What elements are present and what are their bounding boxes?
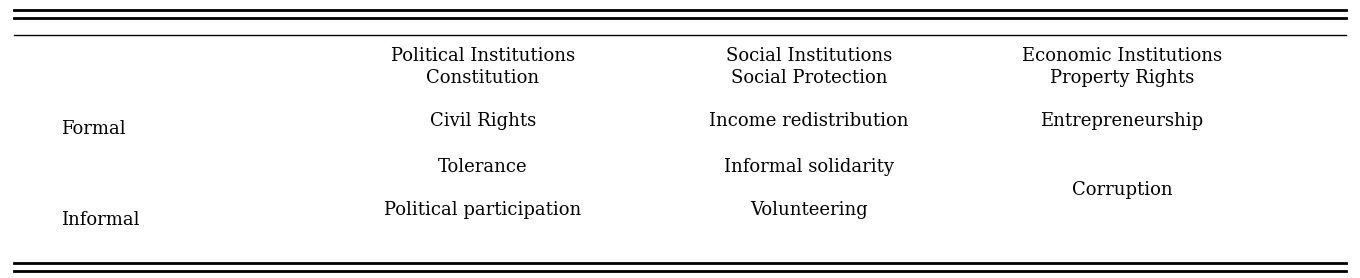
Text: Entrepreneurship: Entrepreneurship <box>1040 112 1204 130</box>
Text: Social Institutions: Social Institutions <box>726 47 892 64</box>
Text: Tolerance: Tolerance <box>438 158 528 176</box>
Text: Political participation: Political participation <box>384 201 582 219</box>
Text: Property Rights: Property Rights <box>1050 69 1194 87</box>
Text: Informal solidarity: Informal solidarity <box>724 158 895 176</box>
Text: Informal: Informal <box>61 211 140 229</box>
Text: Corruption: Corruption <box>1072 182 1172 199</box>
Text: Social Protection: Social Protection <box>730 69 888 87</box>
Text: Economic Institutions: Economic Institutions <box>1021 47 1223 64</box>
Text: Income redistribution: Income redistribution <box>710 112 908 130</box>
Text: Formal: Formal <box>61 120 126 138</box>
Text: Political Institutions: Political Institutions <box>390 47 575 64</box>
Text: Constitution: Constitution <box>426 69 540 87</box>
Text: Civil Rights: Civil Rights <box>430 112 536 130</box>
Text: Volunteering: Volunteering <box>751 201 868 219</box>
